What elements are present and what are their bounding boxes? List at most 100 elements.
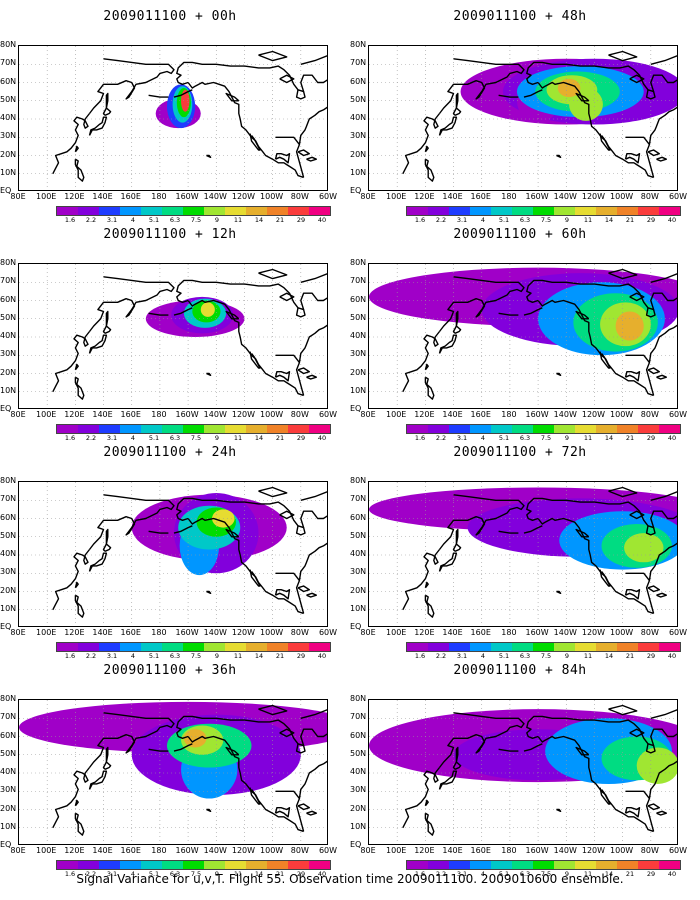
coastline <box>656 374 667 380</box>
colorbar-swatch <box>407 425 428 433</box>
coastline <box>102 107 112 116</box>
lon-tick-label: 140W <box>553 846 577 855</box>
colorbar-swatch <box>554 861 575 869</box>
lat-tick-label: 30N <box>350 785 367 795</box>
coastline <box>258 50 288 62</box>
colorbar-tick-label: 29 <box>646 652 656 660</box>
colorbar-swatch <box>575 207 596 215</box>
colorbar-swatch <box>120 425 141 433</box>
colorbar-tick-label: 40 <box>667 434 677 442</box>
colorbar-swatch <box>617 207 638 215</box>
colorbar-swatch <box>309 425 330 433</box>
coastline <box>102 543 112 552</box>
colorbar-tick-label: 29 <box>646 434 656 442</box>
lon-tick-label: 120W <box>231 192 256 201</box>
coastline <box>206 808 212 813</box>
coastline <box>424 145 429 153</box>
coastline <box>173 743 193 752</box>
coastline <box>52 767 91 829</box>
coastline <box>300 709 327 719</box>
coastline <box>249 133 261 151</box>
colorbar-tick-label: 14 <box>604 652 614 660</box>
colorbar-swatch <box>659 425 680 433</box>
colorbar-tick-label: 9 <box>564 652 570 660</box>
coastline <box>74 581 79 589</box>
lat-tick-label: 30N <box>0 131 17 141</box>
colorbar-swatch <box>638 207 659 215</box>
coastline <box>279 74 295 84</box>
colorbar-swatch <box>512 207 533 215</box>
colorbar-swatch <box>183 643 204 651</box>
variance-contour <box>200 302 215 317</box>
lat-tick-label: EQ <box>350 186 362 195</box>
coastline <box>173 525 193 534</box>
colorbar-tick-label: 21 <box>275 434 285 442</box>
lon-tick-label: 100E <box>36 192 57 201</box>
coastline <box>105 528 109 545</box>
coastline <box>300 273 327 283</box>
colorbar-swatch <box>449 861 470 869</box>
coastline <box>526 715 677 747</box>
map-panel-24h: 2009011100 + 24h 80N 70N 60N 50N 40N 30N 20N 10N… <box>0 444 340 660</box>
colorbar <box>406 860 681 870</box>
coastline <box>274 370 291 382</box>
colorbar-tick-label: 7.5 <box>540 434 552 442</box>
coastline <box>306 374 317 380</box>
colorbar-swatch <box>267 425 288 433</box>
colorbar-swatch <box>554 425 575 433</box>
coastline <box>625 790 650 800</box>
coastline <box>424 594 435 618</box>
coastline <box>645 89 656 100</box>
colorbar-tick-label: 11 <box>233 216 243 224</box>
colorbar-swatch <box>246 861 267 869</box>
coastline <box>148 312 169 316</box>
colorbar-tick-label: 9 <box>214 652 220 660</box>
panel-title: 2009011100 + 36h <box>103 663 237 678</box>
lon-tick-label: 60W <box>668 192 688 201</box>
colorbar-tick-label: 11 <box>583 870 593 878</box>
colorbar-tick-label: 21 <box>625 652 635 660</box>
lon-tick-label: 120E <box>64 192 85 201</box>
colorbar-swatch <box>491 861 512 869</box>
lat-tick-label: EQ <box>0 622 12 631</box>
coastline <box>645 307 656 318</box>
coastline <box>279 510 295 520</box>
colorbar-swatch <box>162 861 183 869</box>
colorbar-swatch <box>120 207 141 215</box>
colorbar-tick-label: 3.1 <box>106 216 118 224</box>
lon-tick-label: 80W <box>290 192 309 201</box>
colorbar-tick-label: 7.5 <box>190 434 202 442</box>
lon-tick-label: 140W <box>203 410 227 419</box>
colorbar-tick-label: 2.2 <box>85 652 97 660</box>
coastline <box>498 94 519 98</box>
colorbar-tick-label: 5.1 <box>498 870 510 878</box>
lat-tick-label: 10N <box>350 385 367 395</box>
colorbar-tick-label: 6.3 <box>519 434 531 442</box>
lat-tick-label: 60N <box>0 76 17 86</box>
coastline <box>455 310 459 327</box>
coastline <box>629 728 645 738</box>
coastline <box>599 787 611 805</box>
colorbar-tick-label: 2.2 <box>435 216 447 224</box>
lon-tick-label: 60W <box>318 846 338 855</box>
coastline <box>452 543 462 552</box>
colorbar-tick-label: 29 <box>296 434 306 442</box>
colorbar-swatch <box>309 207 330 215</box>
coastline <box>599 351 611 369</box>
coastline <box>225 310 240 320</box>
coastline <box>102 325 112 334</box>
panel-title: 2009011100 + 24h <box>103 445 237 460</box>
colorbar-swatch <box>57 643 78 651</box>
lon-tick-label: 120E <box>414 628 435 637</box>
coastline <box>295 324 327 396</box>
lat-tick-label: 60N <box>350 76 367 86</box>
lon-tick-label: 60W <box>318 192 338 201</box>
lon-tick-label: 120W <box>581 846 606 855</box>
colorbar-tick-label: 21 <box>275 216 285 224</box>
coastline <box>249 569 261 587</box>
coastline <box>523 89 543 98</box>
lat-tick-label: 50N <box>350 530 367 540</box>
coastline <box>438 276 525 332</box>
panel-title: 2009011100 + 72h <box>453 445 587 460</box>
coastline <box>523 525 543 534</box>
